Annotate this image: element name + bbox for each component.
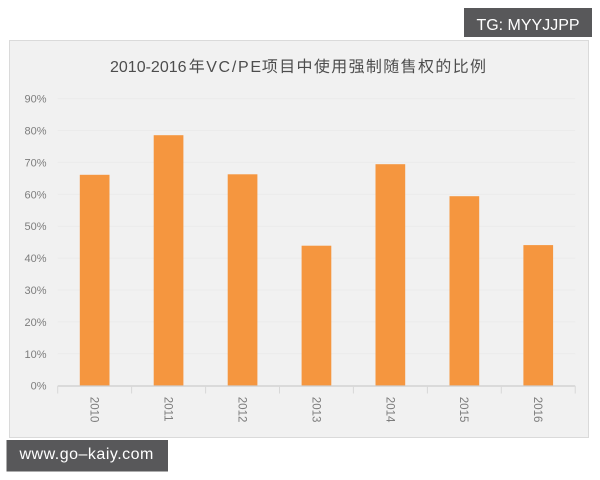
svg-text:2014: 2014: [383, 397, 395, 423]
svg-text:10%: 10%: [24, 349, 46, 361]
svg-text:20%: 20%: [24, 317, 46, 329]
svg-text:70%: 70%: [24, 157, 46, 169]
svg-text:60%: 60%: [24, 189, 46, 201]
svg-text:40%: 40%: [24, 253, 46, 265]
svg-text:2011: 2011: [162, 397, 174, 422]
svg-text:2016: 2016: [531, 397, 543, 423]
svg-text:2010: 2010: [88, 397, 100, 423]
svg-text:www.go–kaiy.com: www.go–kaiy.com: [19, 446, 154, 463]
svg-text:VC/PE: VC/PE: [206, 59, 263, 76]
svg-text:2015: 2015: [457, 397, 469, 423]
svg-text:0%: 0%: [31, 381, 47, 393]
svg-text:2013: 2013: [309, 397, 321, 423]
svg-text:80%: 80%: [24, 126, 46, 138]
svg-text:30%: 30%: [24, 285, 46, 297]
svg-text:2012: 2012: [235, 397, 247, 423]
svg-text:2010-2016: 2010-2016: [110, 59, 187, 76]
svg-text:90%: 90%: [24, 94, 46, 106]
svg-text:TG: MYYJJPP: TG: MYYJJPP: [476, 17, 579, 34]
svg-text:50%: 50%: [24, 221, 46, 233]
